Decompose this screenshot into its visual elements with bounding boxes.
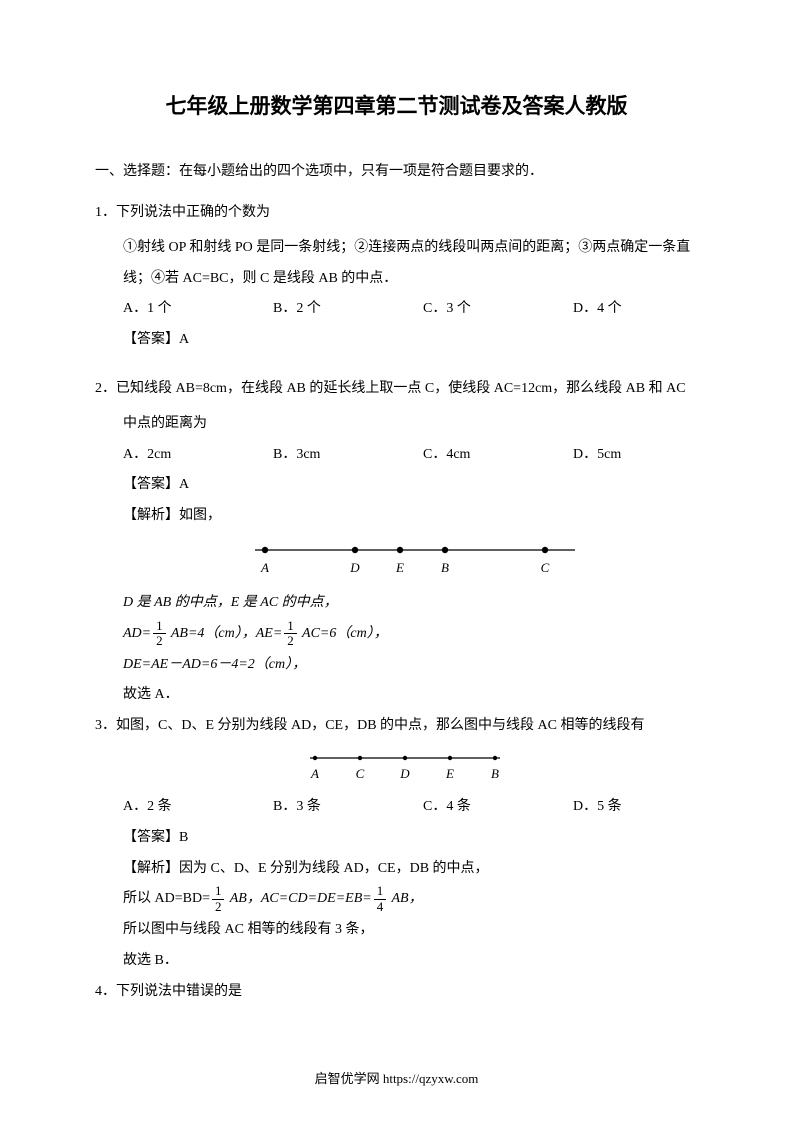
svg-text:A: A bbox=[310, 766, 319, 781]
q3-exp2: 所以图中与线段 AC 相等的线段有 3 条， bbox=[95, 915, 698, 946]
q4-text: 下列说法中错误的是 bbox=[116, 984, 242, 999]
q1-answer: 【答案】A bbox=[95, 325, 698, 356]
q2-exp3: DE=AE－AD=6－4=2（cm）， bbox=[95, 650, 698, 681]
line-diagram-adebc: ADEBC bbox=[245, 540, 585, 580]
q2-options: A．2cm B．3cm C．4cm D．5cm bbox=[95, 440, 698, 471]
q2-number: 2． bbox=[95, 381, 116, 396]
q1-number: 1． bbox=[95, 205, 116, 220]
svg-text:E: E bbox=[395, 560, 404, 575]
svg-text:D: D bbox=[349, 560, 360, 575]
q3-exp-label: 【解析】因为 C、D、E 分别为线段 AD，CE，DB 的中点， bbox=[95, 854, 698, 885]
svg-text:B: B bbox=[441, 560, 449, 575]
q1-opt-a: A．1 个 bbox=[123, 294, 273, 325]
q2-body: 中点的距离为 bbox=[95, 409, 698, 440]
question-1: 1．下列说法中正确的个数为 bbox=[95, 198, 698, 229]
q2-opt-b: B．3cm bbox=[273, 440, 423, 471]
q3-diagram: ACDEB bbox=[95, 750, 698, 784]
q2-text: 已知线段 AB=8cm，在线段 AB 的延长线上取一点 C，使线段 AC=12c… bbox=[116, 381, 686, 396]
q2-answer: 【答案】A bbox=[95, 470, 698, 501]
svg-text:B: B bbox=[491, 766, 499, 781]
q1-opt-c: C．3 个 bbox=[423, 294, 573, 325]
q1-options: A．1 个 B．2 个 C．3 个 D．4 个 bbox=[95, 294, 698, 325]
q1-body: ①射线 OP 和射线 PO 是同一条射线；②连接两点的线段叫两点间的距离；③两点… bbox=[95, 233, 698, 295]
q3-exp3: 故选 B． bbox=[95, 946, 698, 977]
section-header: 一、选择题：在每小题给出的四个选项中，只有一项是符合题目要求的． bbox=[95, 160, 698, 180]
q3-opt-b: B．3 条 bbox=[273, 792, 423, 823]
q2-opt-d: D．5cm bbox=[573, 440, 723, 471]
page-title: 七年级上册数学第四章第二节测试卷及答案人教版 bbox=[95, 90, 698, 120]
svg-text:A: A bbox=[260, 560, 269, 575]
q4-number: 4． bbox=[95, 984, 116, 999]
svg-text:C: C bbox=[541, 560, 550, 575]
question-2: 2．已知线段 AB=8cm，在线段 AB 的延长线上取一点 C，使线段 AC=1… bbox=[95, 374, 698, 405]
question-4: 4．下列说法中错误的是 bbox=[95, 977, 698, 1008]
q1-opt-b: B．2 个 bbox=[273, 294, 423, 325]
footer: 启智优学网 https://qzyxw.com bbox=[0, 1068, 793, 1087]
q2-diagram: ADEBC bbox=[95, 540, 698, 580]
svg-text:E: E bbox=[445, 766, 454, 781]
svg-text:D: D bbox=[399, 766, 410, 781]
svg-text:C: C bbox=[356, 766, 365, 781]
q2-exp1: D 是 AB 的中点，E 是 AC 的中点， bbox=[95, 588, 698, 619]
q3-opt-d: D．5 条 bbox=[573, 792, 723, 823]
question-3: 3．如图，C、D、E 分别为线段 AD，CE，DB 的中点，那么图中与线段 AC… bbox=[95, 711, 698, 742]
q2-opt-c: C．4cm bbox=[423, 440, 573, 471]
q2-exp-label: 【解析】如图， bbox=[95, 501, 698, 532]
q3-text: 如图，C、D、E 分别为线段 AD，CE，DB 的中点，那么图中与线段 AC 相… bbox=[116, 718, 645, 733]
q3-exp1: 所以 AD=BD=12 AB，AC=CD=DE=EB=14 AB， bbox=[95, 884, 698, 915]
q3-opt-a: A．2 条 bbox=[123, 792, 273, 823]
line-diagram-acdeb: ACDEB bbox=[295, 750, 515, 784]
q1-text: 下列说法中正确的个数为 bbox=[116, 205, 270, 220]
q3-number: 3． bbox=[95, 718, 116, 733]
q1-opt-d: D．4 个 bbox=[573, 294, 723, 325]
q3-opt-c: C．4 条 bbox=[423, 792, 573, 823]
q2-exp2: AD=12 AB=4（cm），AE=12 AC=6（cm）， bbox=[95, 619, 698, 650]
q2-exp4: 故选 A． bbox=[95, 680, 698, 711]
q3-answer: 【答案】B bbox=[95, 823, 698, 854]
q2-opt-a: A．2cm bbox=[123, 440, 273, 471]
q3-options: A．2 条 B．3 条 C．4 条 D．5 条 bbox=[95, 792, 698, 823]
